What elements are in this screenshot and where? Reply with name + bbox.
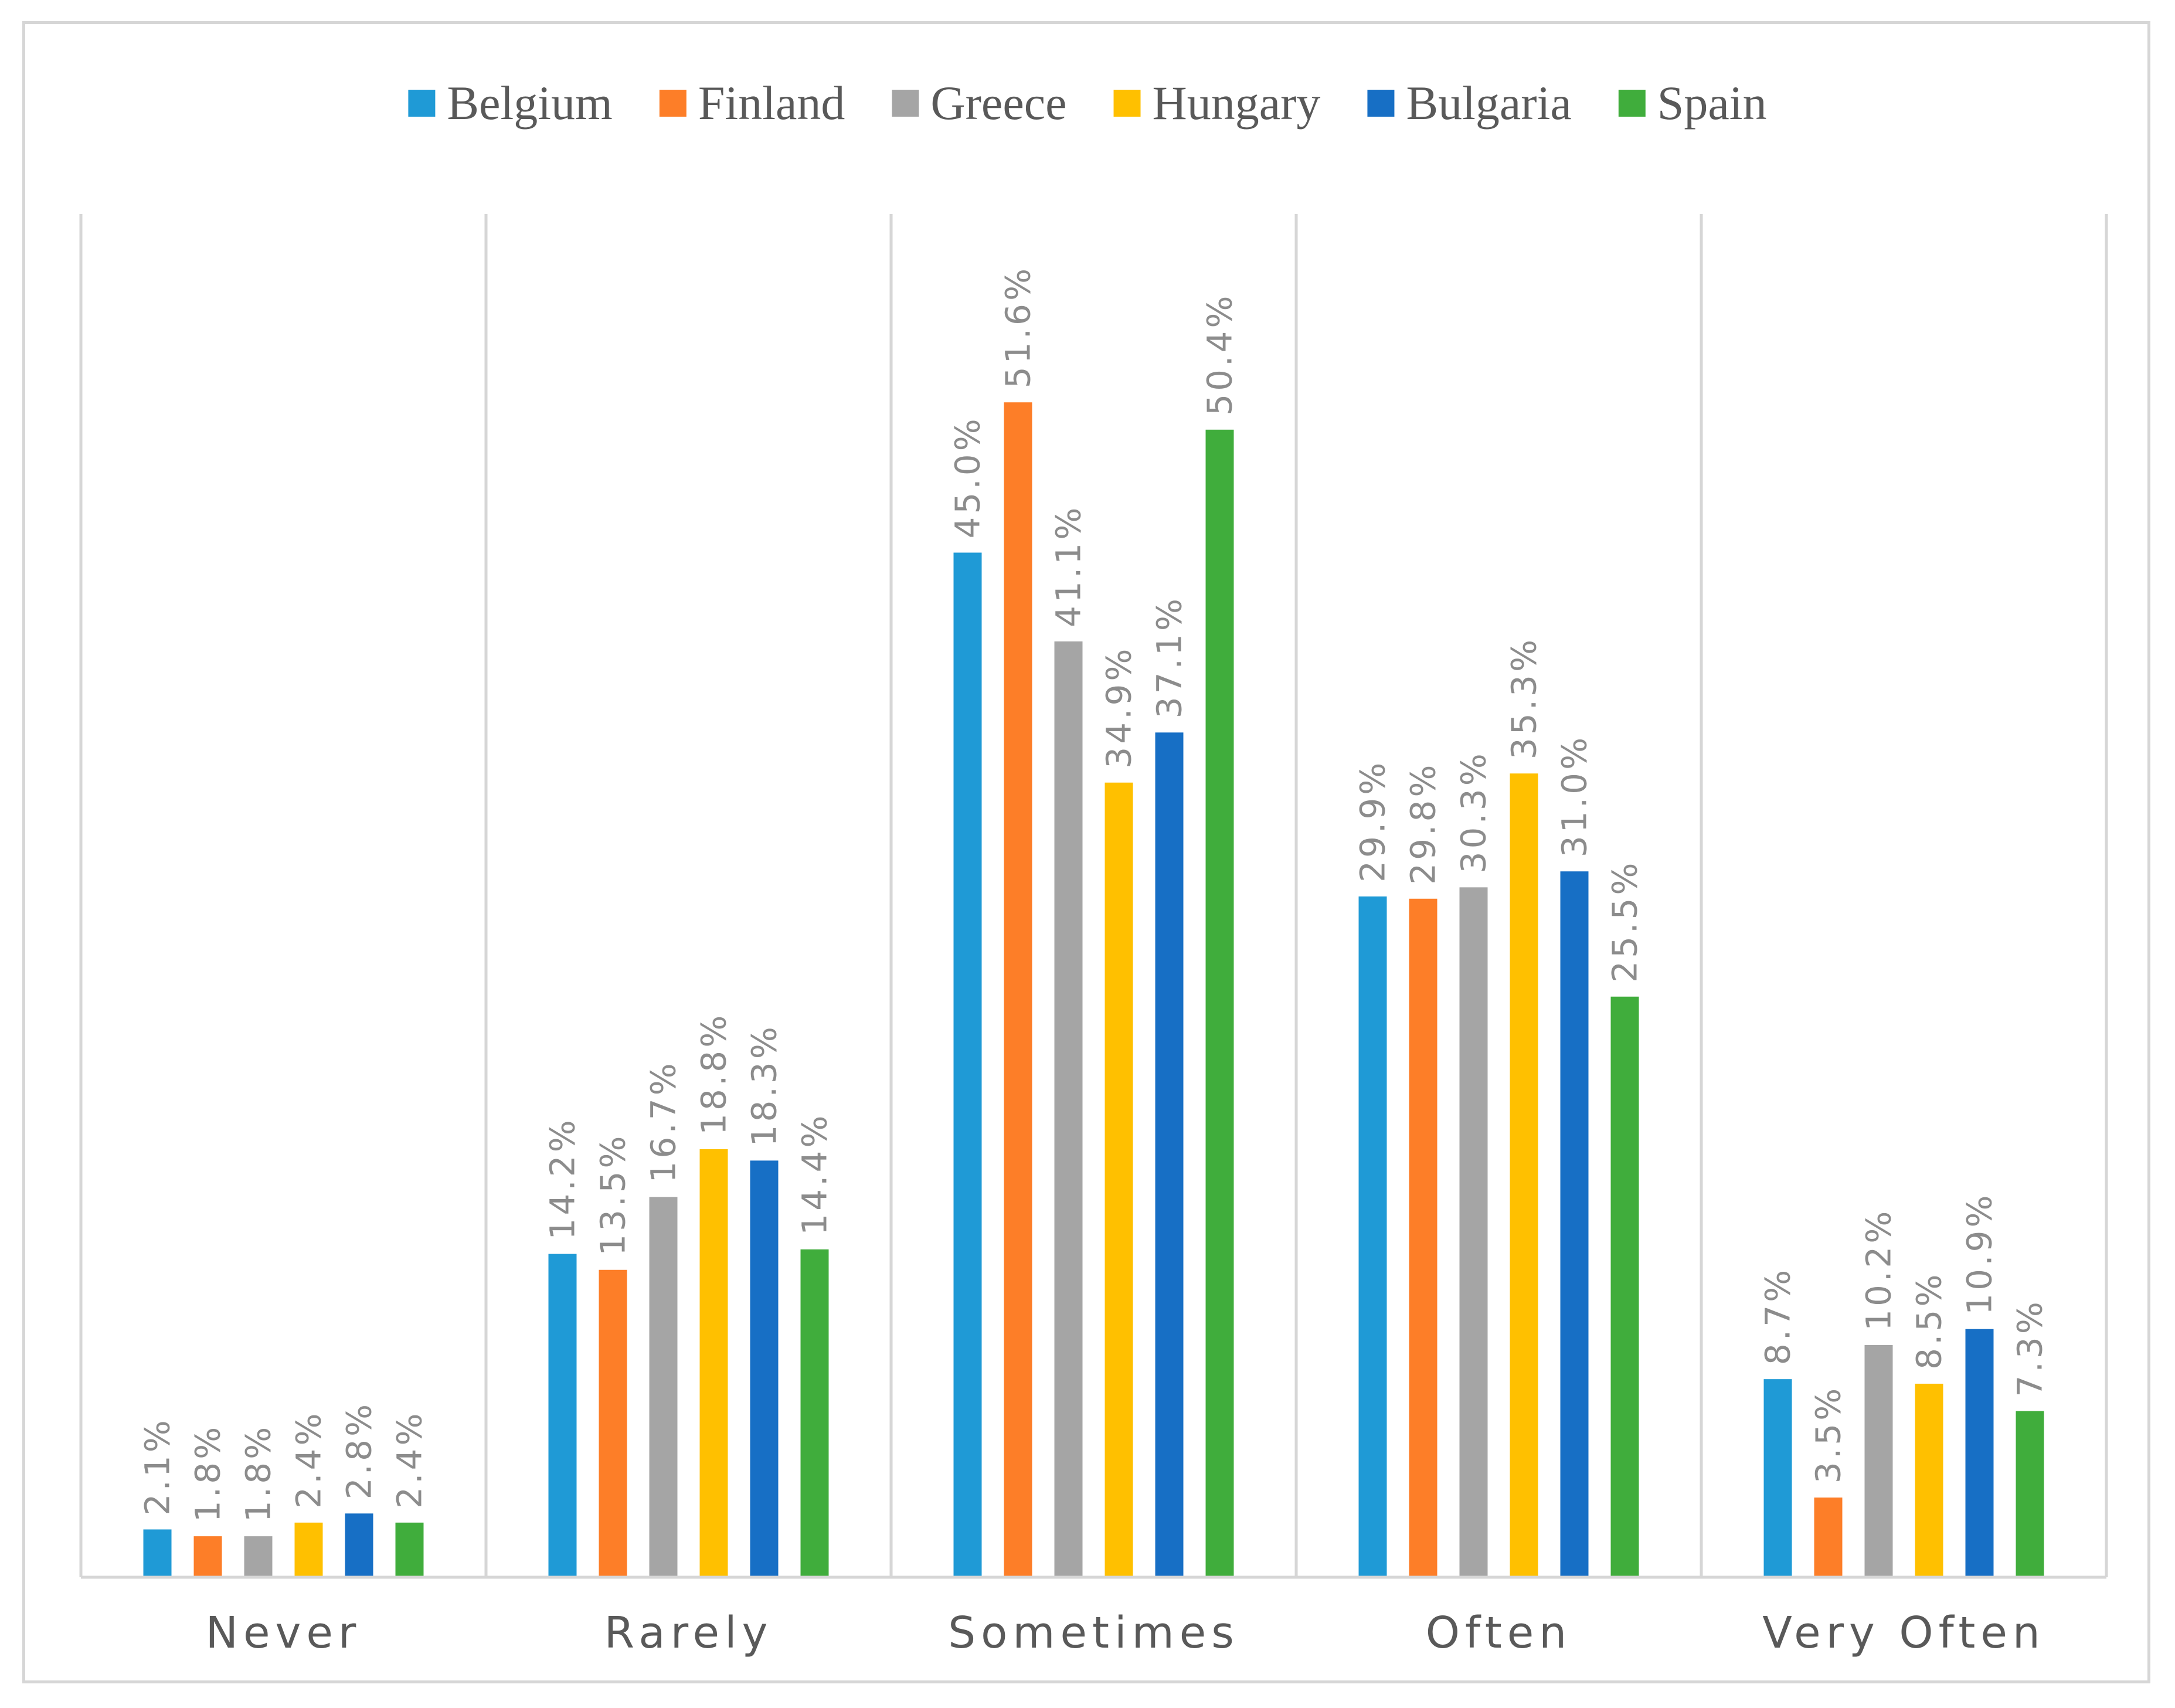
bar-greece-rarely bbox=[649, 1197, 678, 1577]
value-label-hungary-very-often: 8.5% bbox=[1909, 1272, 1949, 1370]
value-label-bulgaria-often: 31.0% bbox=[1555, 735, 1595, 857]
legend: Belgium Finland Greece Hungary Bulgaria Spain bbox=[408, 76, 1767, 130]
value-label-belgium-rarely: 14.2% bbox=[543, 1117, 583, 1240]
category-label-sometimes: Sometimes bbox=[948, 1608, 1239, 1658]
bar-hungary-sometimes bbox=[1105, 782, 1133, 1577]
value-label-hungary-often: 35.3% bbox=[1504, 637, 1544, 759]
value-label-belgium-sometimes: 45.0% bbox=[948, 416, 988, 538]
bar-hungary-very-often bbox=[1915, 1383, 1943, 1577]
bar-finland-often bbox=[1409, 898, 1437, 1577]
bar-bulgaria-rarely bbox=[750, 1160, 779, 1577]
value-label-spain-never: 2.4% bbox=[390, 1410, 430, 1508]
value-label-belgium-often: 29.9% bbox=[1353, 760, 1393, 882]
bar-bulgaria-sometimes bbox=[1155, 732, 1184, 1577]
category-label-rarely: Rarely bbox=[604, 1608, 773, 1658]
value-label-hungary-sometimes: 34.9% bbox=[1099, 646, 1139, 768]
bar-bulgaria-never bbox=[345, 1513, 373, 1577]
value-label-hungary-never: 2.4% bbox=[289, 1410, 329, 1508]
bar-spain-very-often bbox=[2016, 1411, 2044, 1577]
value-label-spain-often: 25.5% bbox=[1605, 860, 1645, 982]
value-label-spain-sometimes: 50.4% bbox=[1200, 293, 1240, 416]
value-label-greece-sometimes: 41.1% bbox=[1049, 505, 1089, 627]
legend-label-belgium: Belgium bbox=[447, 76, 612, 130]
value-label-greece-often: 30.3% bbox=[1454, 751, 1494, 873]
value-label-finland-often: 29.8% bbox=[1403, 762, 1443, 885]
value-label-belgium-never: 2.1% bbox=[138, 1417, 178, 1515]
legend-label-hungary: Hungary bbox=[1153, 76, 1321, 130]
bar-hungary-rarely bbox=[699, 1149, 728, 1577]
bar-finland-never bbox=[193, 1536, 222, 1577]
bar-spain-rarely bbox=[800, 1249, 829, 1577]
chart-frame bbox=[22, 21, 2150, 1683]
bar-greece-sometimes bbox=[1054, 641, 1083, 1577]
bar-bulgaria-very-often bbox=[1965, 1329, 1994, 1577]
bar-greece-never bbox=[244, 1536, 273, 1577]
bar-greece-often bbox=[1459, 887, 1488, 1577]
bar-spain-often bbox=[1610, 996, 1639, 1577]
value-label-finland-sometimes: 51.6% bbox=[998, 266, 1038, 388]
value-label-greece-rarely: 16.7% bbox=[644, 1060, 684, 1183]
value-label-spain-rarely: 14.4% bbox=[795, 1113, 835, 1235]
bar-belgium-rarely bbox=[548, 1254, 577, 1577]
legend-swatch-belgium bbox=[408, 90, 436, 117]
category-label-very-often: Very Often bbox=[1762, 1608, 2045, 1658]
value-label-greece-very-often: 10.2% bbox=[1859, 1208, 1899, 1331]
bar-spain-never bbox=[395, 1522, 424, 1577]
category-label-never: Never bbox=[206, 1608, 362, 1658]
value-label-spain-very-often: 7.3% bbox=[2010, 1299, 2050, 1397]
legend-swatch-hungary bbox=[1113, 90, 1141, 117]
category-labels: Never Rarely Sometimes Often Very Often bbox=[206, 1608, 2045, 1658]
bar-belgium-sometimes bbox=[953, 552, 982, 1577]
value-label-bulgaria-never: 2.8% bbox=[339, 1401, 379, 1499]
bar-finland-rarely bbox=[599, 1269, 627, 1577]
bar-hungary-often bbox=[1510, 773, 1538, 1577]
value-labels: 2.1% 1.8% 1.8% 2.4% 2.8% 2.4%14.2% 13.5%16.7% 1… bbox=[138, 266, 2050, 1522]
bar-finland-very-often bbox=[1814, 1498, 1843, 1577]
value-label-finland-rarely: 13.5% bbox=[593, 1133, 633, 1255]
bar-belgium-very-often bbox=[1763, 1379, 1792, 1577]
value-label-bulgaria-rarely: 18.3% bbox=[745, 1024, 784, 1146]
bar-hungary-never bbox=[294, 1522, 323, 1577]
legend-swatch-greece bbox=[892, 90, 919, 117]
legend-label-bulgaria: Bulgaria bbox=[1406, 76, 1571, 130]
bar-belgium-never bbox=[143, 1529, 172, 1577]
value-label-greece-never: 1.8% bbox=[239, 1424, 278, 1522]
bar-bulgaria-often bbox=[1560, 871, 1589, 1577]
category-separators bbox=[79, 214, 2108, 1577]
legend-swatch-bulgaria bbox=[1367, 90, 1395, 117]
value-label-finland-never: 1.8% bbox=[188, 1424, 228, 1522]
value-label-finland-very-often: 3.5% bbox=[1809, 1386, 1848, 1483]
value-label-hungary-rarely: 18.8% bbox=[694, 1013, 734, 1135]
legend-label-spain: Spain bbox=[1657, 76, 1767, 130]
value-label-belgium-very-often: 8.7% bbox=[1758, 1267, 1798, 1365]
legend-swatch-finland bbox=[659, 90, 687, 117]
bars bbox=[143, 402, 2044, 1578]
bar-greece-very-often bbox=[1864, 1344, 1893, 1577]
value-label-bulgaria-very-often: 10.9% bbox=[1960, 1192, 2000, 1315]
legend-label-greece: Greece bbox=[930, 76, 1066, 130]
legend-label-finland: Finland bbox=[698, 76, 845, 130]
category-label-often: Often bbox=[1426, 1608, 1572, 1658]
value-label-bulgaria-sometimes: 37.1% bbox=[1150, 596, 1190, 718]
bar-belgium-often bbox=[1358, 896, 1387, 1577]
legend-swatch-spain bbox=[1618, 90, 1646, 117]
bar-spain-sometimes bbox=[1205, 429, 1234, 1577]
bar-finland-sometimes bbox=[1004, 402, 1032, 1578]
